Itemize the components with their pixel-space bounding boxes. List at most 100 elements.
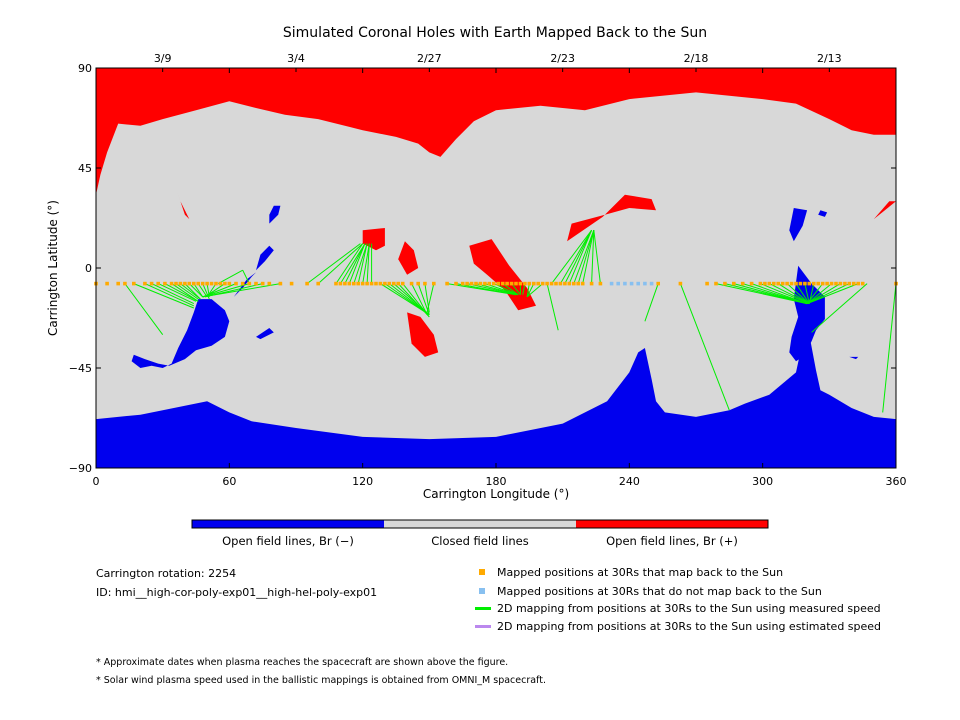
mapped-point xyxy=(392,281,396,286)
region-negative-open-5 xyxy=(256,245,274,271)
mapped-point xyxy=(500,281,505,286)
mapped-point xyxy=(545,281,549,286)
mapping-line xyxy=(591,230,595,284)
mapped-point xyxy=(767,281,772,286)
mapping-line xyxy=(344,243,366,284)
mapped-point xyxy=(580,281,585,286)
colorbar-label: Closed field lines xyxy=(431,534,529,548)
mapped-point xyxy=(532,281,536,286)
mapped-point xyxy=(763,281,767,286)
mapping-line xyxy=(171,283,199,302)
mapped-point xyxy=(254,281,258,286)
x-tick-label: 60 xyxy=(222,475,236,488)
mapped-point xyxy=(536,281,540,286)
colorbar: Open field lines, Br (−) Closed field lin… xyxy=(191,519,769,548)
unmapped-point xyxy=(636,281,640,286)
mapped-point xyxy=(780,281,785,286)
mapped-point xyxy=(196,281,200,286)
mapping-line xyxy=(180,283,201,300)
mapped-point xyxy=(205,281,209,286)
mapped-point xyxy=(714,281,718,286)
mapped-point xyxy=(487,281,492,286)
mapping-line xyxy=(144,283,195,307)
unmapped-point xyxy=(649,281,654,286)
mapped-point xyxy=(149,281,154,286)
mapped-point xyxy=(812,281,816,286)
mapped-point xyxy=(816,281,820,286)
unmapped-point xyxy=(616,281,620,286)
mapping-line xyxy=(526,283,535,298)
mapping-line xyxy=(582,230,595,284)
mapped-point xyxy=(178,281,183,286)
mapping-line xyxy=(411,283,428,315)
mapping-line xyxy=(806,283,841,305)
mapping-line xyxy=(366,243,370,284)
mapped-point xyxy=(396,281,400,286)
mapping-line xyxy=(786,283,810,304)
mapping-line xyxy=(806,283,850,305)
mapped-point xyxy=(789,281,794,286)
region-positive-open-16 xyxy=(567,194,656,242)
mapped-point xyxy=(416,281,420,286)
legend-label-mapped: Mapped positions at 30Rs that map back t… xyxy=(497,566,784,579)
mapped-point xyxy=(589,281,594,286)
mapped-point xyxy=(432,281,436,286)
mapped-point xyxy=(338,281,343,286)
mapping-line xyxy=(157,283,197,302)
mapping-line xyxy=(806,283,824,304)
mapped-point xyxy=(360,281,365,286)
mapped-point xyxy=(278,281,283,286)
mapped-point xyxy=(400,281,405,286)
mapped-point xyxy=(549,281,554,286)
mapped-point xyxy=(365,281,369,286)
mapping-line xyxy=(511,283,521,296)
mapping-line xyxy=(493,283,519,296)
mapped-point xyxy=(200,281,205,286)
mapping-line xyxy=(679,283,730,411)
mapped-point xyxy=(247,281,252,286)
y-tick-label: −90 xyxy=(69,462,92,475)
mapped-point xyxy=(240,281,245,286)
y-tick-label: 45 xyxy=(78,162,92,175)
date-tick-label: 2/27 xyxy=(417,52,442,65)
mapped-point xyxy=(214,281,218,286)
mapping-line xyxy=(751,283,808,305)
mapped-point xyxy=(156,281,160,286)
legend-swatch-estimated xyxy=(475,625,491,628)
mapping-line xyxy=(502,283,519,296)
mapped-point xyxy=(123,281,127,286)
mapped-point xyxy=(234,281,238,286)
date-tick-label: 2/13 xyxy=(817,52,842,65)
mapped-point xyxy=(383,281,387,286)
mapped-point xyxy=(860,281,865,286)
mapping-line xyxy=(551,229,593,284)
mapped-point xyxy=(678,281,683,286)
mapped-point xyxy=(567,281,572,286)
mapping-line xyxy=(335,243,364,284)
mapped-point xyxy=(563,281,567,286)
mapped-point xyxy=(483,281,487,286)
mapped-point xyxy=(192,281,196,286)
x-tick-label: 120 xyxy=(352,475,373,488)
mapped-point xyxy=(409,281,414,286)
mapping-line xyxy=(806,283,859,305)
mapped-point xyxy=(856,281,860,286)
mapping-line xyxy=(484,283,519,296)
unmapped-point xyxy=(623,281,627,286)
mapped-point xyxy=(772,281,776,286)
region-negative-open-3 xyxy=(131,299,230,368)
mapping-line xyxy=(164,283,199,302)
y-tick-label: 0 xyxy=(85,262,92,275)
region-positive-open-17 xyxy=(873,201,896,220)
y-tick-label: 90 xyxy=(78,62,92,75)
region-negative-open-south-polar-1 xyxy=(96,334,896,468)
mapped-point xyxy=(267,281,272,286)
colorbar-segment xyxy=(384,520,576,528)
mapped-point xyxy=(460,281,465,286)
legend-swatch-unmapped xyxy=(479,588,485,594)
region-positive-open-12 xyxy=(362,228,385,251)
mapped-point xyxy=(598,281,603,286)
mapped-point xyxy=(183,281,187,286)
mapping-line xyxy=(348,243,366,284)
carrington-rotation-text: Carrington rotation: 2254 xyxy=(96,567,237,580)
